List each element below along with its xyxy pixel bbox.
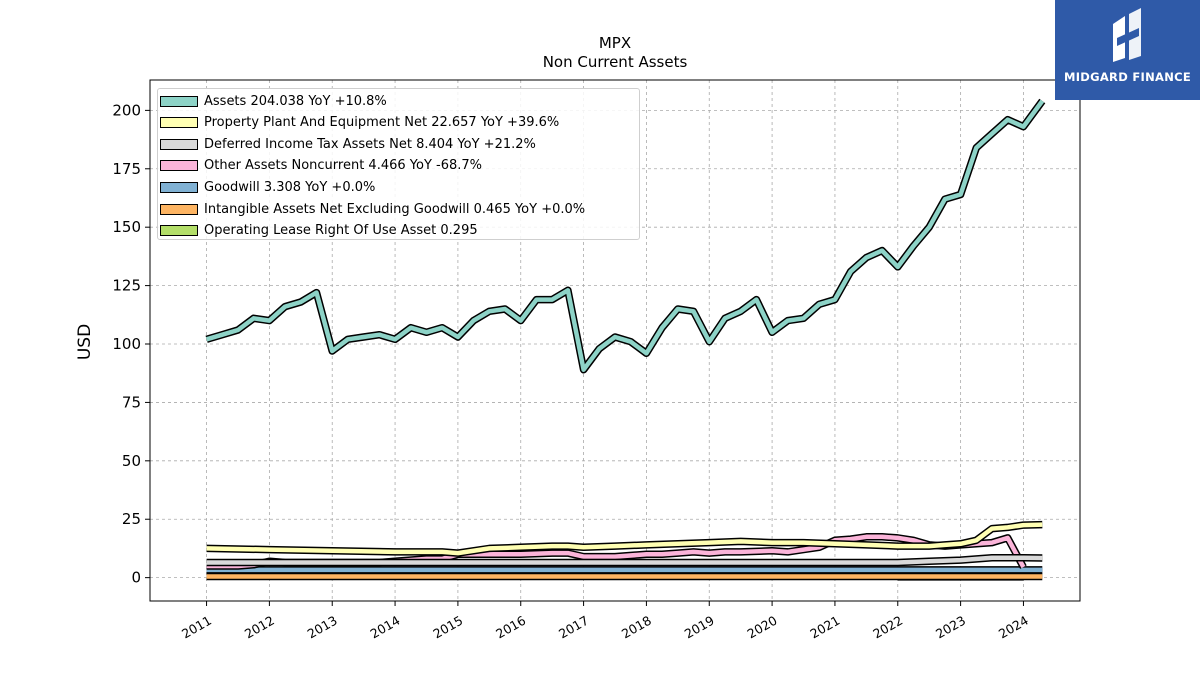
x-tick-label: 2011	[179, 613, 214, 642]
legend-item: Other Assets Noncurrent 4.466 YoY -68.7%	[160, 157, 482, 175]
legend-label: Goodwill 3.308 YoY +0.0%	[204, 179, 376, 195]
series-layer	[205, 98, 1046, 581]
legend-swatch	[160, 203, 198, 215]
y-tick-label: 125	[112, 277, 141, 295]
midgard-logo: MIDGARD FINANCE	[1055, 0, 1200, 100]
x-tick-label: 2013	[305, 613, 340, 642]
y-tick-label: 75	[122, 393, 141, 411]
legend-swatch	[160, 160, 198, 172]
chart-title: MPX	[598, 34, 632, 52]
y-axis-ticks: 0 25 50 75 100 125 150 175 200	[112, 101, 150, 587]
legend-label: Other Assets Noncurrent 4.466 YoY -68.7%	[204, 158, 483, 174]
series-line-deferred-income-tax-assets-net	[206, 555, 1043, 565]
legend-item: Intangible Assets Net Excluding Goodwill…	[160, 200, 585, 218]
legend-label: Intangible Assets Net Excluding Goodwill…	[204, 201, 586, 217]
x-tick-label: 2015	[430, 613, 465, 642]
y-tick-label: 0	[131, 569, 141, 587]
y-tick-label: 25	[122, 510, 141, 528]
legend-item: Assets 204.038 YoY +10.8%	[160, 92, 387, 110]
legend-item: Deferred Income Tax Assets Net 8.404 YoY…	[160, 135, 536, 153]
legend-label: Assets 204.038 YoY +10.8%	[204, 93, 387, 109]
legend-swatch	[160, 95, 198, 107]
legend-label: Deferred Income Tax Assets Net 8.404 YoY…	[204, 136, 536, 152]
legend-swatch	[160, 181, 198, 193]
legend-swatch	[160, 117, 198, 129]
x-tick-label: 2016	[493, 613, 528, 642]
legend-swatch	[160, 138, 198, 150]
y-tick-label: 50	[122, 452, 141, 470]
x-tick-label: 2018	[619, 613, 654, 642]
legend-label: Property Plant And Equipment Net 22.657 …	[204, 115, 560, 131]
x-tick-label: 2017	[556, 613, 591, 642]
chart-subtitle: Non Current Assets	[542, 53, 688, 71]
legend-item: Property Plant And Equipment Net 22.657 …	[160, 114, 559, 132]
x-tick-label: 2020	[745, 613, 780, 642]
logo-text: MIDGARD FINANCE	[1063, 70, 1192, 84]
x-tick-label: 2023	[933, 613, 968, 642]
y-tick-label: 100	[112, 335, 141, 353]
x-tick-label: 2021	[807, 613, 842, 642]
legend-label: Operating Lease Right Of Use Asset 0.295	[204, 223, 478, 239]
x-axis-ticks: 2011 2012 2013 2014 2015 2016 2017 2018 2019 2020…	[179, 601, 1031, 642]
legend-item: Goodwill 3.308 YoY +0.0%	[160, 178, 375, 196]
legend-swatch	[160, 225, 198, 237]
x-tick-label: 2014	[368, 613, 403, 642]
legend-item: Operating Lease Right Of Use Asset 0.295	[160, 222, 478, 240]
plot-frame	[149, 79, 1081, 602]
x-tick-label: 2019	[682, 613, 717, 642]
legend: Assets 204.038 YoY +10.8% Property Plant …	[157, 88, 640, 240]
y-tick-label: 200	[112, 101, 141, 119]
series-line-property-plant-and-equipment-net	[206, 522, 1043, 556]
series-line-assets	[205, 99, 1045, 372]
y-tick-label: 150	[112, 218, 141, 236]
x-tick-label: 2022	[870, 613, 905, 642]
y-tick-label: 175	[112, 160, 141, 178]
y-axis-label: USD	[75, 324, 95, 360]
x-tick-label: 2024	[996, 613, 1031, 642]
x-tick-label: 2012	[242, 613, 277, 642]
midgard-logo-icon	[1113, 8, 1141, 62]
